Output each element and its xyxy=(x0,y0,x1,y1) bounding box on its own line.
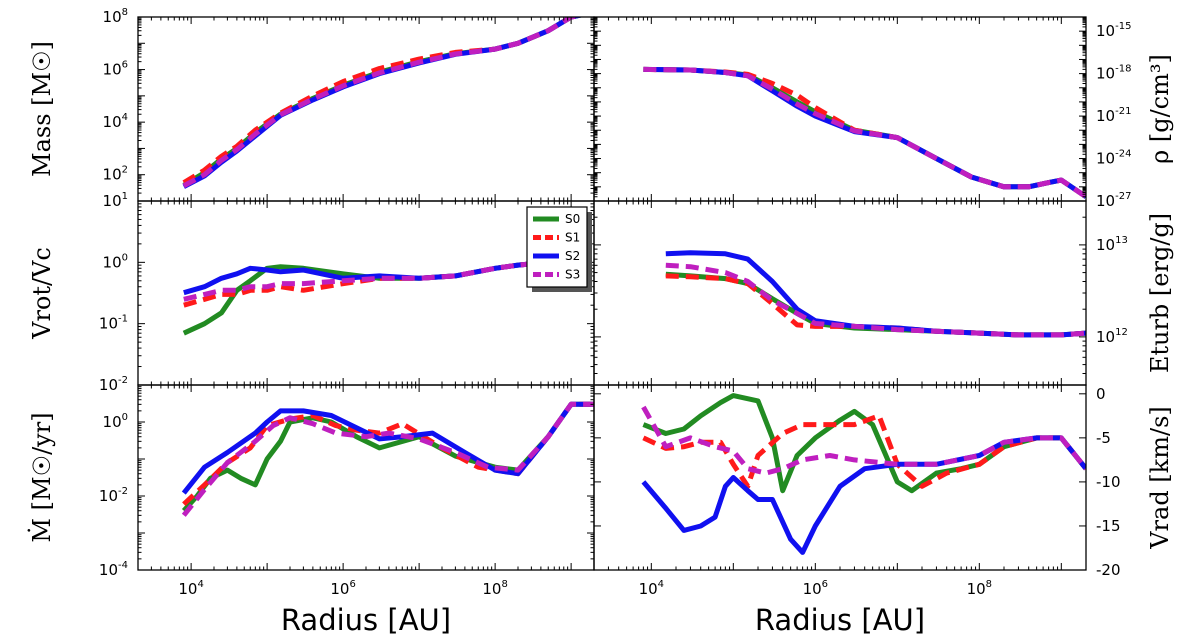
y-tick-label-mdot: 10-4 xyxy=(99,560,128,579)
y-tick-label-density: 10-18 xyxy=(1096,64,1131,83)
y-axis-label-vrad: Vrad [km/s] xyxy=(1146,406,1174,550)
series-s0-vrad xyxy=(642,393,1086,494)
y-tick-label-vrot: 10-1 xyxy=(99,314,128,333)
plot-area-mdot xyxy=(181,401,594,517)
y-tick-value: 0 xyxy=(1096,385,1106,403)
legend-label-s0: S0 xyxy=(565,212,580,226)
series-s2-density xyxy=(643,66,1086,199)
y-tick-exponent: 6 xyxy=(122,60,128,71)
y-tick-value: -15 xyxy=(1096,517,1121,535)
y-tick-label-mass: 101 xyxy=(103,191,128,210)
y-tick-label-mdot: 100 xyxy=(103,412,128,431)
y-tick-label-vrad: -20 xyxy=(1096,561,1121,579)
y-tick-label-vrad: 0 xyxy=(1096,385,1106,403)
y-tick-value: -5 xyxy=(1096,429,1111,447)
y-axis-label-density: ρ [g/cm³] xyxy=(1146,54,1174,164)
y-tick-label-mass: 102 xyxy=(103,165,128,184)
legend-label-s3: S3 xyxy=(565,268,580,282)
y-tick-exponent: -27 xyxy=(1115,191,1131,202)
plot-area-mass xyxy=(182,17,584,189)
x-tick-exponent: 8 xyxy=(986,579,992,590)
frame-density xyxy=(593,16,1087,202)
series-s3-vrad xyxy=(641,405,1086,476)
y-tick-exponent: 4 xyxy=(122,112,128,123)
y-tick-label-eturb: 1013 xyxy=(1096,235,1128,254)
y-tick-exponent: -21 xyxy=(1115,106,1131,117)
series-s2-vrad xyxy=(641,435,1086,555)
y-tick-label-vrot: 10-2 xyxy=(99,375,128,394)
y-tick-exponent: 8 xyxy=(122,7,128,18)
legend-label-s1: S1 xyxy=(565,231,580,245)
series-s3-mass xyxy=(182,17,584,189)
y-tick-label-vrad: -10 xyxy=(1096,473,1121,491)
frame-eturb xyxy=(593,200,1087,386)
plot-area-vrad xyxy=(641,393,1086,555)
x-axis-label: Radius [AU] xyxy=(755,603,925,637)
y-tick-exponent: -15 xyxy=(1115,21,1131,32)
y-tick-exponent: -18 xyxy=(1115,64,1131,75)
series-s3-mdot xyxy=(181,401,594,517)
y-tick-label-vrad: -5 xyxy=(1096,429,1111,447)
series-s3-eturb xyxy=(665,262,1086,338)
y-tick-exponent: 0 xyxy=(122,252,128,263)
frame-vrad xyxy=(593,384,1087,571)
y-tick-exponent: 13 xyxy=(1115,235,1128,246)
y-tick-label-mass: 104 xyxy=(103,112,128,131)
legend-label-s2: S2 xyxy=(565,249,580,263)
y-tick-exponent: 12 xyxy=(1115,327,1128,338)
x-tick-label: 104 xyxy=(639,579,664,598)
y-tick-label-density: 10-24 xyxy=(1096,149,1131,168)
y-tick-exponent: -2 xyxy=(118,486,128,497)
y-axis-label-mdot: Ṁ [M☉/yr] xyxy=(27,412,56,542)
frames-layer xyxy=(137,16,1087,571)
legend: S0 S1 S2 S3 xyxy=(526,206,592,292)
y-tick-label-mass: 106 xyxy=(103,60,128,79)
y-tick-label-vrad: -15 xyxy=(1096,517,1121,535)
x-tick-exponent: 6 xyxy=(349,579,355,590)
x-tick-exponent: 6 xyxy=(822,579,828,590)
x-tick-exponent: 4 xyxy=(658,579,664,590)
x-tick-exponent: 8 xyxy=(501,579,507,590)
frame-mdot xyxy=(137,384,595,571)
y-tick-label-density: 10-27 xyxy=(1096,191,1131,210)
y-tick-exponent: 2 xyxy=(122,165,128,176)
y-tick-label-mdot: 10-2 xyxy=(99,486,128,505)
series-s1-vrad xyxy=(642,413,1086,489)
x-tick-exponent: 4 xyxy=(197,579,203,590)
x-tick-label: 108 xyxy=(482,579,507,598)
x-tick-label: 106 xyxy=(803,579,828,598)
y-axis-label-mass: Mass [M☉] xyxy=(28,41,56,177)
y-tick-label-density: 10-15 xyxy=(1096,21,1131,40)
y-tick-exponent: -24 xyxy=(1115,149,1131,160)
y-tick-exponent: -1 xyxy=(118,314,128,325)
plot-area-vrot xyxy=(182,257,572,336)
y-tick-exponent: -2 xyxy=(118,375,128,386)
y-tick-exponent: 1 xyxy=(122,191,128,202)
series-s3-vrot xyxy=(183,257,572,302)
y-axis-label-vrot: Vrot/Vc xyxy=(28,247,56,340)
y-tick-exponent: 0 xyxy=(122,412,128,423)
x-tick-label: 108 xyxy=(967,579,992,598)
series-s2-eturb xyxy=(665,250,1086,338)
series-s3-density xyxy=(643,66,1086,199)
y-tick-label-density: 10-21 xyxy=(1096,106,1131,125)
x-tick-label: 106 xyxy=(330,579,355,598)
y-tick-label-vrot: 100 xyxy=(103,252,128,271)
y-tick-label-eturb: 1012 xyxy=(1096,327,1128,346)
y-axis-label-eturb: Eturb [erg/g] xyxy=(1146,213,1174,373)
y-tick-exponent: -4 xyxy=(118,560,128,571)
x-tick-label: 104 xyxy=(178,579,203,598)
y-tick-label-mass: 108 xyxy=(103,7,128,26)
plot-area-density xyxy=(643,66,1086,199)
panels-layer xyxy=(181,17,1086,555)
plot-area-eturb xyxy=(665,250,1086,338)
x-axis-label: Radius [AU] xyxy=(281,603,451,637)
y-tick-value: -10 xyxy=(1096,473,1121,491)
y-tick-value: -20 xyxy=(1096,561,1121,579)
